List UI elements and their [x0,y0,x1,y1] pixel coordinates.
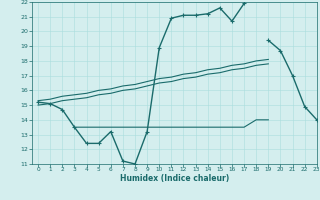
X-axis label: Humidex (Indice chaleur): Humidex (Indice chaleur) [120,174,229,183]
